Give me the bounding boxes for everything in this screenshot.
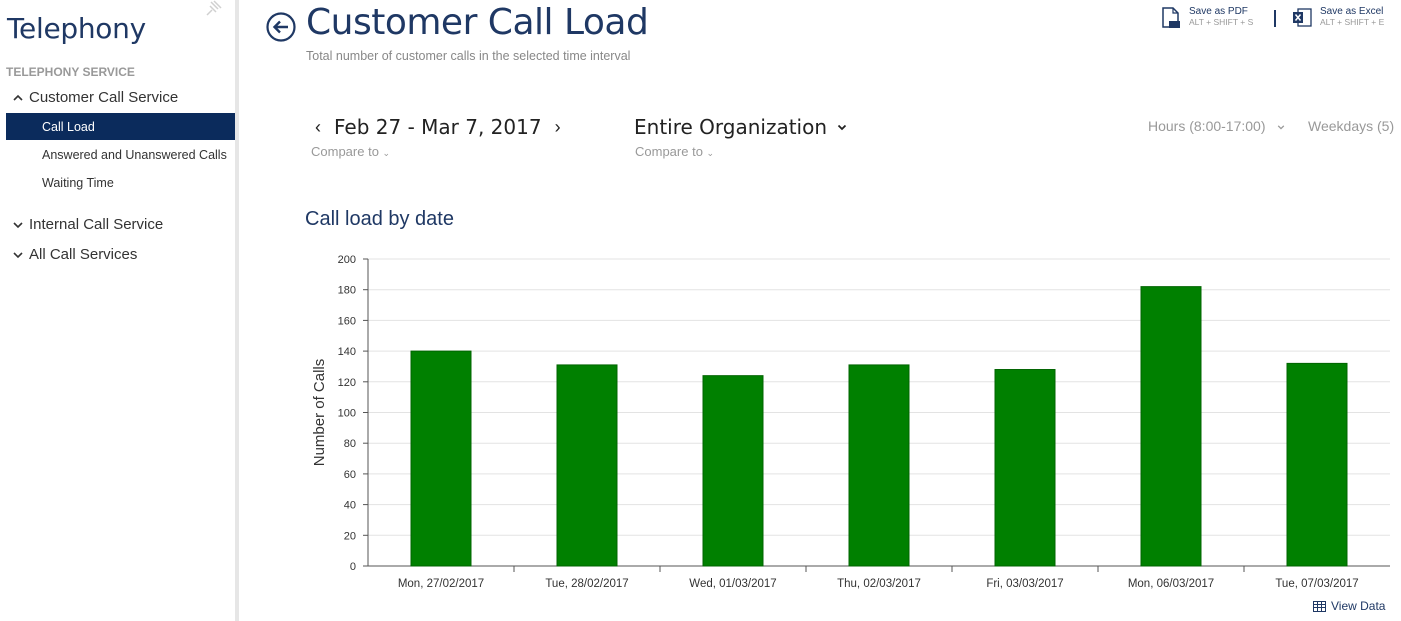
y-tick-label: 60: [344, 469, 356, 481]
nav-group-label: Internal Call Service: [29, 216, 164, 233]
chevron-down-icon: [13, 221, 23, 228]
organization-dropdown[interactable]: Entire Organization: [634, 115, 847, 139]
y-tick-label: 40: [344, 500, 356, 512]
org-compare-dropdown[interactable]: Compare to ⌄: [635, 144, 714, 159]
table-grid-icon: [1313, 600, 1326, 612]
bar: [994, 369, 1056, 567]
nav-group-customer-call-service[interactable]: Customer Call Service: [12, 89, 178, 106]
y-tick-label: 0: [350, 561, 356, 573]
section-label: TELEPHONY SERVICE: [6, 65, 135, 79]
organization-value: Entire Organization: [634, 115, 828, 139]
view-data-link[interactable]: View Data: [1313, 599, 1385, 613]
app-title: Telephony: [7, 12, 146, 45]
chart-title: Call load by date: [305, 208, 454, 230]
excel-file-icon: [1293, 8, 1312, 27]
pin-icon[interactable]: [206, 0, 224, 18]
pdf-label: Save as PDF: [1189, 6, 1248, 17]
date-compare-dropdown[interactable]: Compare to ⌄: [311, 144, 390, 159]
page-subtitle: Total number of customer calls in the se…: [306, 49, 631, 63]
chevron-up-icon: [13, 94, 23, 101]
bar: [556, 364, 618, 567]
view-data-label: View Data: [1331, 599, 1386, 613]
weekdays-value: Weekdays (5): [1308, 118, 1395, 134]
back-arrow-icon[interactable]: [266, 12, 296, 42]
x-tick-label: Mon, 06/03/2017: [1128, 578, 1214, 590]
chevron-down-icon: [13, 251, 23, 258]
nav-group-label: All Call Services: [29, 246, 138, 263]
hours-dropdown[interactable]: Hours (8:00-17:00): [1148, 118, 1285, 134]
y-tick-label: 200: [338, 254, 356, 266]
y-tick-label: 20: [344, 530, 356, 542]
y-tick-label: 160: [338, 315, 356, 327]
bar: [410, 350, 472, 567]
bar: [848, 364, 910, 567]
nav-item-call-load[interactable]: Call Load: [6, 113, 235, 140]
pdf-file-icon: [1162, 7, 1180, 28]
x-tick-label: Thu, 02/03/2017: [837, 578, 921, 590]
date-range-selector: ‹ Feb 27 - Mar 7, 2017 ›: [310, 115, 566, 139]
hours-value: Hours (8:00-17:00): [1148, 118, 1266, 134]
x-tick-label: Mon, 27/02/2017: [398, 578, 484, 590]
sidebar: Telephony TELEPHONY SERVICE Customer Cal…: [0, 0, 239, 621]
y-tick-label: 140: [338, 346, 356, 358]
previous-period-button[interactable]: ‹: [315, 116, 321, 137]
save-as-pdf-button[interactable]: Save as PDF ALT + SHIFT + S: [1161, 7, 1253, 29]
chevron-down-icon: ⌄: [382, 148, 391, 158]
bar: [1286, 362, 1348, 567]
excel-shortcut: ALT + SHIFT + E: [1320, 17, 1385, 27]
call-load-bar-chart: 0 20 40 60 80 100 120 140 160 180 200 Number of Cal…: [311, 254, 1390, 590]
compare-label: Compare to: [311, 144, 379, 159]
y-tick-label: 100: [338, 408, 356, 420]
weekdays-dropdown[interactable]: Weekdays (5): [1308, 118, 1394, 134]
chevron-down-icon: [837, 124, 847, 131]
nav-item-waiting-time[interactable]: Waiting Time: [42, 175, 114, 190]
page-title: Customer Call Load: [306, 2, 649, 43]
compare-label: Compare to: [635, 144, 703, 159]
export-divider: [1274, 10, 1276, 27]
y-tick-label: 80: [344, 438, 356, 450]
pdf-shortcut: ALT + SHIFT + S: [1189, 17, 1254, 27]
nav-item-answered-unanswered[interactable]: Answered and Unanswered Calls: [42, 147, 227, 162]
excel-label: Save as Excel: [1320, 6, 1384, 17]
next-period-button[interactable]: ›: [554, 116, 561, 137]
x-tick-label: Wed, 01/03/2017: [689, 578, 776, 590]
date-range[interactable]: Feb 27 - Mar 7, 2017: [334, 115, 542, 139]
y-tick-label: 180: [338, 285, 356, 297]
chevron-down-icon: [1278, 125, 1285, 130]
nav-group-internal-call-service[interactable]: Internal Call Service: [12, 216, 163, 233]
save-as-excel-button[interactable]: Save as Excel ALT + SHIFT + E: [1292, 7, 1384, 29]
x-tick-label: Tue, 07/03/2017: [1275, 578, 1358, 590]
bar: [702, 375, 764, 567]
x-tick-label: Fri, 03/03/2017: [986, 578, 1063, 590]
x-tick-label: Tue, 28/02/2017: [545, 578, 628, 590]
nav-group-label: Customer Call Service: [29, 89, 179, 106]
chevron-down-icon: ⌄: [706, 148, 715, 158]
y-tick-label: 120: [338, 377, 356, 389]
bar: [1140, 286, 1202, 567]
nav-group-all-call-services[interactable]: All Call Services: [12, 246, 137, 263]
y-axis-label: Number of Calls: [311, 359, 328, 467]
